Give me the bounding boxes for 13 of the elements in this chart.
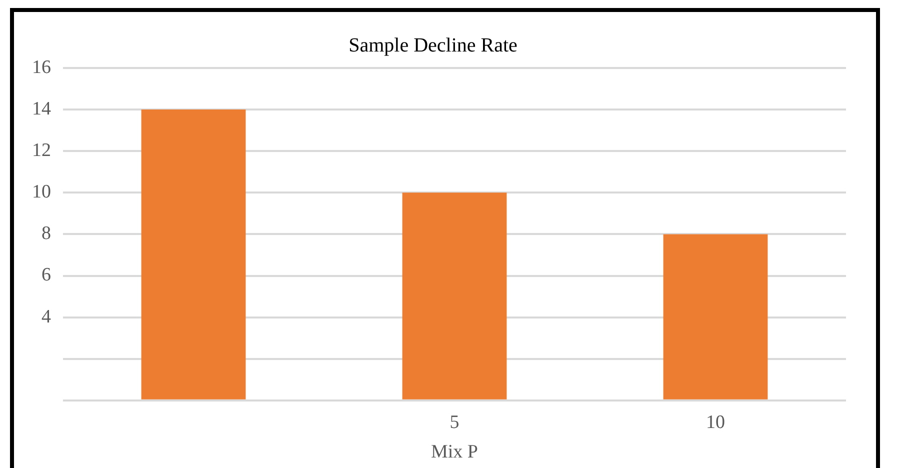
y-tick-label: 10 bbox=[32, 182, 51, 203]
y-tick-label: 4 bbox=[42, 306, 52, 328]
y-tick-label: 12 bbox=[32, 140, 51, 162]
bar bbox=[402, 192, 507, 400]
y-tick-label: 8 bbox=[42, 223, 51, 244]
y-tick-label: 14 bbox=[32, 98, 52, 120]
x-axis-title: Mix P bbox=[431, 442, 478, 463]
bar bbox=[663, 234, 768, 400]
y-tick-label: 6 bbox=[42, 264, 51, 286]
bar bbox=[141, 110, 246, 400]
chart-title: Sample Decline Rate bbox=[348, 34, 518, 56]
y-tick-label: 16 bbox=[32, 56, 51, 78]
x-tick-label: 5 bbox=[450, 412, 460, 433]
